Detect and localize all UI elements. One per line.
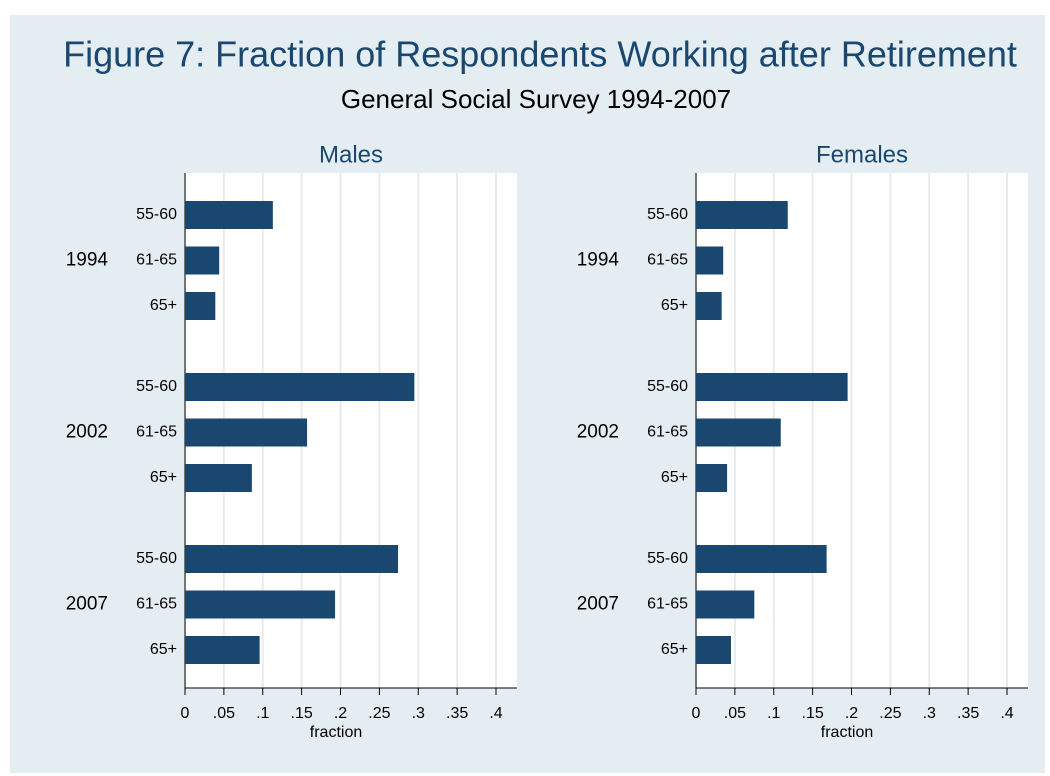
y-tick-label: 55-60 — [136, 206, 177, 223]
x-tick-label: .1 — [767, 705, 780, 722]
x-tick-label: .25 — [368, 705, 390, 722]
x-tick-label: .35 — [957, 705, 979, 722]
bar — [696, 464, 728, 492]
x-tick-label: 0 — [181, 705, 190, 722]
y-tick-label: 65+ — [150, 469, 177, 486]
group-label: 2007 — [577, 594, 619, 615]
bar — [185, 464, 252, 492]
y-tick-label: 61-65 — [647, 424, 688, 441]
bar — [185, 373, 415, 401]
bar — [185, 590, 336, 619]
x-tick-label: .1 — [256, 705, 269, 722]
x-tick-label: .05 — [724, 705, 746, 722]
y-tick-label: 65+ — [150, 641, 177, 658]
bar — [185, 201, 273, 229]
bar — [696, 246, 724, 275]
x-tick-label: .15 — [802, 705, 824, 722]
bar — [696, 590, 755, 619]
group-label: 1994 — [577, 250, 620, 271]
bar — [185, 545, 399, 573]
y-tick-label: 55-60 — [647, 550, 688, 567]
x-tick-label: .2 — [845, 705, 858, 722]
y-tick-label: 65+ — [150, 297, 177, 314]
chart-subtitle: General Social Survey 1994-2007 — [341, 84, 731, 114]
y-tick-label: 65+ — [661, 297, 688, 314]
y-tick-label: 55-60 — [136, 378, 177, 395]
bar — [185, 636, 260, 664]
bar — [696, 418, 781, 447]
x-axis-label: fraction — [310, 724, 362, 741]
x-tick-label: .3 — [412, 705, 425, 722]
y-tick-label: 61-65 — [136, 596, 177, 613]
chart-title: Figure 7: Fraction of Respondents Workin… — [63, 34, 1017, 75]
y-tick-label: 55-60 — [647, 378, 688, 395]
x-tick-label: 0 — [692, 705, 701, 722]
x-axis-label: fraction — [821, 724, 873, 741]
bar — [696, 545, 827, 573]
x-tick-label: .35 — [446, 705, 468, 722]
group-label: 1994 — [66, 250, 109, 271]
y-tick-label: 61-65 — [647, 596, 688, 613]
panel-title: Males — [319, 141, 383, 168]
x-tick-label: .25 — [879, 705, 901, 722]
y-tick-label: 61-65 — [136, 424, 177, 441]
y-tick-label: 55-60 — [647, 206, 688, 223]
bar — [185, 292, 216, 320]
x-tick-label: .3 — [923, 705, 936, 722]
bar — [185, 418, 308, 447]
group-label: 2007 — [66, 594, 108, 615]
bar — [696, 636, 731, 664]
group-label: 2002 — [577, 422, 619, 443]
y-tick-label: 61-65 — [136, 252, 177, 269]
x-tick-label: .15 — [291, 705, 313, 722]
y-tick-label: 55-60 — [136, 550, 177, 567]
bar — [696, 292, 722, 320]
bar — [185, 246, 220, 275]
y-tick-label: 65+ — [661, 641, 688, 658]
x-tick-label: .4 — [1000, 705, 1013, 722]
panel-title: Females — [816, 141, 908, 168]
x-tick-label: .05 — [213, 705, 235, 722]
y-tick-label: 65+ — [661, 469, 688, 486]
y-tick-label: 61-65 — [647, 252, 688, 269]
group-label: 2002 — [66, 422, 108, 443]
bar — [696, 201, 788, 229]
x-tick-label: .2 — [334, 705, 347, 722]
x-tick-label: .4 — [489, 705, 502, 722]
bar — [696, 373, 848, 401]
